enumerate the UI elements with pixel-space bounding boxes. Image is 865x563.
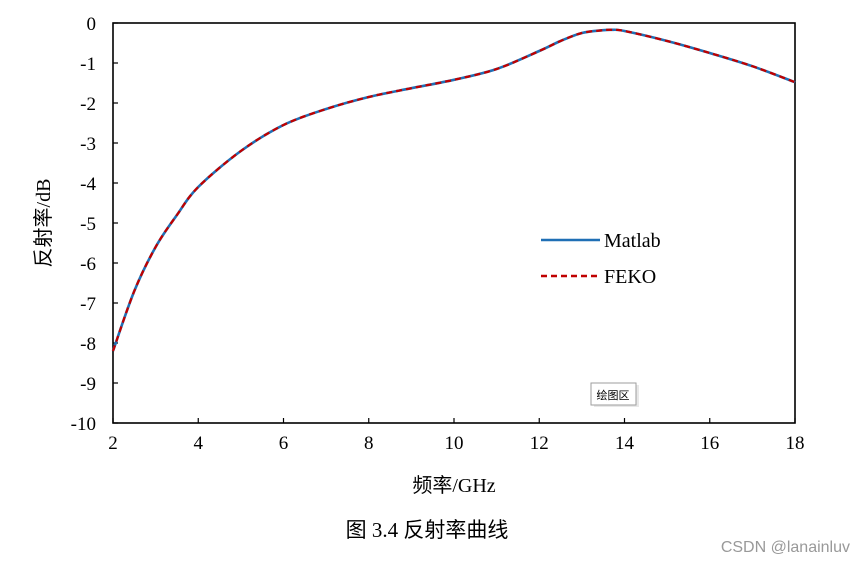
y-tick-label: -2: [80, 94, 96, 115]
x-tick-label: 4: [194, 433, 204, 454]
figure-caption: 图 3.4 反射率曲线: [346, 518, 509, 542]
series-line-feko: [111, 28, 796, 352]
x-tick-label: 8: [364, 433, 374, 454]
legend-label-feko: FEKO: [604, 266, 656, 288]
y-tick-label: -6: [80, 254, 96, 275]
plot-area[interactable]: [112, 22, 796, 424]
y-tick-label: -7: [80, 294, 96, 315]
x-tick-label: 18: [786, 433, 805, 454]
x-tick-label: 6: [279, 433, 289, 454]
x-tick-label: 16: [700, 433, 719, 454]
y-tick-label: -10: [71, 414, 96, 435]
watermark: CSDN @lanainluv: [721, 539, 850, 556]
y-tick-label: -3: [80, 134, 96, 155]
y-tick-label: -9: [80, 374, 96, 395]
x-tick-label: 14: [615, 433, 635, 454]
x-tick-label: 2: [108, 433, 118, 454]
legend-label-matlab: Matlab: [604, 230, 661, 252]
x-tick-label: 10: [445, 433, 464, 454]
x-tick-label: 12: [530, 433, 549, 454]
y-tick-label: 0: [87, 14, 97, 35]
legend: Matlab FEKO: [541, 230, 661, 288]
y-tick-label: -4: [80, 174, 96, 195]
y-tick-label: -8: [80, 334, 96, 355]
axis-ticks: 2 4 6 8 10 12 14 16 18 0 -1 -2 -3 -4 -5 -6 -7 -8 -9 -10: [71, 14, 805, 454]
y-tick-label: -5: [80, 214, 96, 235]
tooltip-box: [590, 382, 637, 406]
x-axis-title: 频率/GHz: [412, 474, 495, 497]
plot-area-tooltip: 绘图区: [590, 382, 639, 407]
y-tick-label: -1: [80, 54, 96, 75]
y-axis-title: 反射率/dB: [32, 179, 55, 268]
tooltip-text: 绘图区: [597, 388, 630, 402]
series-layer: [111, 28, 796, 352]
